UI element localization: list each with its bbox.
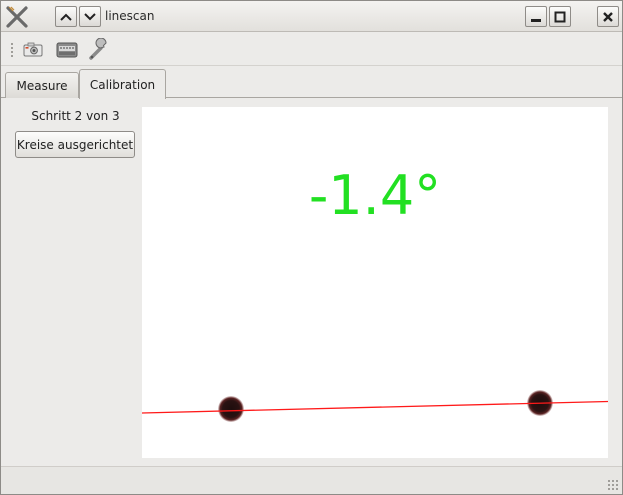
xfce-x-icon[interactable] (5, 5, 29, 29)
window-title: linescan (105, 9, 155, 23)
tab-calibration[interactable]: Calibration (79, 69, 166, 99)
toolbar-grip[interactable] (10, 42, 14, 58)
chevron-down-icon (84, 12, 96, 20)
fit-line (142, 400, 608, 414)
resize-grip[interactable] (607, 479, 619, 491)
circles-aligned-button[interactable]: Kreise ausgerichtet (15, 131, 135, 158)
minimize-icon (531, 18, 541, 22)
angle-readout: -1.4° (309, 164, 441, 227)
toolbar (1, 33, 622, 66)
maximize-button[interactable] (549, 6, 571, 27)
minimize-button[interactable] (525, 6, 547, 27)
tab-bar: Measure Calibration (1, 68, 622, 99)
title-bar[interactable]: linescan (1, 1, 622, 32)
shade-down-button[interactable] (79, 6, 101, 27)
camera-icon[interactable] (21, 38, 45, 62)
maximize-icon (554, 11, 566, 22)
tab-calibration-label: Calibration (89, 77, 156, 92)
shade-up-button[interactable] (55, 6, 77, 27)
status-bar (1, 466, 622, 494)
camera-view: -1.4° (142, 107, 608, 458)
close-button[interactable] (597, 6, 619, 27)
step-indicator: Schritt 2 von 3 (31, 109, 120, 123)
close-icon (603, 11, 613, 22)
scanner-device-icon[interactable] (55, 38, 79, 62)
tab-measure[interactable]: Measure (5, 72, 79, 98)
chevron-up-icon (60, 13, 72, 21)
wrench-calibrate-icon[interactable] (87, 37, 111, 62)
calibration-marker-left (218, 396, 244, 422)
tab-measure-label: Measure (16, 78, 68, 93)
